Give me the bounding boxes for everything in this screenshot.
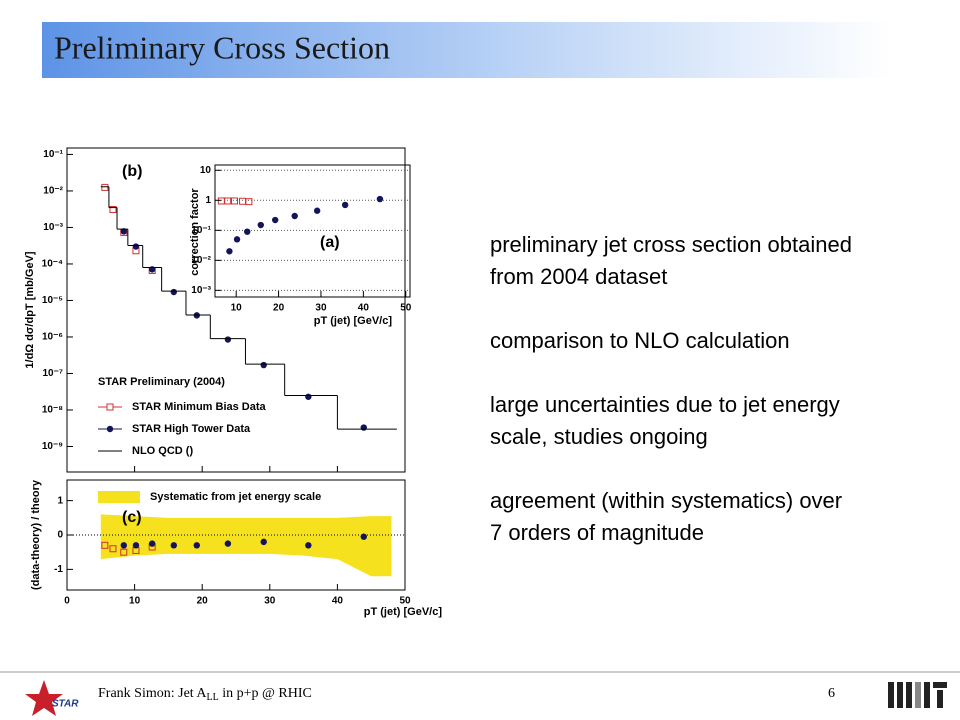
legend-marker — [106, 403, 114, 411]
x-tick-label: 10 — [129, 596, 141, 607]
bullet-line: large uncertainties due to jet energy — [490, 392, 840, 417]
data-point — [260, 538, 267, 546]
data-point — [101, 541, 109, 549]
systematic-band — [100, 514, 392, 577]
data-point — [226, 248, 233, 255]
data-point — [271, 216, 279, 224]
legend-label: NLO QCD () — [132, 445, 193, 457]
y-axis-label: (data-theory) / theory — [30, 479, 42, 590]
x-tick-label: 0 — [64, 596, 70, 607]
y-tick-label: 10⁻⁹ — [42, 441, 63, 452]
plot-frame — [214, 164, 411, 298]
bullet-line: from 2004 dataset — [490, 264, 667, 289]
y-tick-label: 10⁻⁸ — [42, 405, 63, 416]
bullet-line: preliminary jet cross section obtained — [490, 232, 852, 257]
bullet-line: comparison to NLO calculation — [490, 328, 790, 353]
legend-label: STAR High Tower Data — [132, 423, 251, 435]
y-tick-label: 10 — [200, 165, 212, 176]
data-point — [231, 197, 238, 205]
data-point — [376, 195, 384, 203]
y-axis-label: correction factor — [189, 188, 201, 276]
star-logo-text: STAR — [52, 699, 79, 710]
x-tick-label: 30 — [264, 596, 276, 607]
data-point — [120, 228, 127, 235]
x-tick-label: 40 — [358, 303, 370, 314]
data-point — [120, 542, 127, 549]
legend-title: STAR Preliminary (2004) — [98, 376, 225, 388]
x-tick-label: 50 — [400, 303, 412, 314]
y-tick-label: 10⁻² — [191, 255, 211, 266]
x-axis-label: pT (jet) [GeV/c] — [314, 315, 393, 327]
data-point — [305, 542, 312, 549]
data-point — [305, 393, 312, 400]
y-tick-label: 10⁻³ — [43, 222, 63, 233]
header-band — [42, 22, 892, 78]
y-tick-label: 0 — [57, 530, 63, 541]
y-tick-label: 10⁻³ — [191, 285, 211, 296]
x-tick-label: 40 — [332, 596, 344, 607]
data-point — [313, 207, 321, 214]
bullet-line: agreement (within systematics) over — [490, 488, 842, 513]
y-tick-label: 10⁻⁴ — [42, 259, 63, 270]
y-tick-label: 10⁻⁵ — [42, 295, 63, 306]
mit-logo — [888, 682, 947, 708]
legend-label: STAR Minimum Bias Data — [132, 401, 267, 413]
x-tick-label: 10 — [231, 303, 243, 314]
y-tick-label: 10⁻⁶ — [42, 332, 63, 343]
y-tick-label: 10⁻¹ — [43, 149, 63, 160]
x-tick-label: 50 — [399, 596, 411, 607]
panel-label: (b) — [122, 163, 142, 180]
x-tick-label: 20 — [197, 596, 209, 607]
legend-swatch — [98, 491, 140, 503]
bullet-line: scale, studies ongoing — [490, 424, 708, 449]
legend-marker — [106, 425, 114, 433]
data-point — [170, 288, 178, 296]
data-point — [170, 542, 178, 549]
y-tick-label: 10⁻¹ — [191, 225, 211, 236]
data-point — [257, 221, 264, 229]
data-point — [109, 206, 117, 214]
x-tick-label: 30 — [315, 303, 327, 314]
y-tick-label: 10⁻⁷ — [42, 368, 63, 379]
data-point — [260, 361, 267, 369]
data-point — [132, 243, 140, 250]
y-tick-label: -1 — [54, 564, 63, 575]
panel-label: (a) — [320, 234, 340, 251]
data-point — [341, 201, 349, 209]
footer-part: in p+p @ RHIC — [219, 686, 312, 701]
y-tick-label: 10⁻² — [43, 186, 63, 197]
footer-text: Frank Simon: Jet ALL in p+p @ RHIC — [98, 686, 312, 703]
slide-title: Preliminary Cross Section — [54, 29, 390, 65]
y-axis-label: 1/dΩ dσ/dpT [mb/GeV] — [24, 251, 36, 369]
data-point — [120, 548, 128, 556]
footer-part: LL — [207, 692, 219, 703]
plot-frame — [66, 147, 406, 473]
x-axis-label: pT (jet) [GeV/c] — [364, 606, 443, 618]
data-point — [244, 228, 251, 235]
footer-part: Frank Simon: Jet A — [98, 686, 207, 701]
bullet-line: 7 orders of magnitude — [490, 520, 704, 545]
x-tick-label: 20 — [273, 303, 285, 314]
legend-label: Systematic from jet energy scale — [150, 491, 321, 503]
y-tick-label: 1 — [205, 195, 211, 206]
panel-label: (c) — [122, 509, 142, 526]
data-point — [224, 336, 232, 343]
data-point — [101, 183, 109, 191]
data-point — [291, 212, 298, 220]
page-number: 6 — [828, 686, 835, 701]
y-tick-label: 1 — [57, 495, 63, 506]
data-point — [224, 197, 232, 205]
data-point — [148, 540, 156, 547]
data-point — [360, 533, 367, 540]
data-point — [245, 198, 253, 206]
data-point — [193, 542, 200, 549]
data-point — [360, 424, 367, 431]
data-point — [224, 540, 232, 547]
data-point — [109, 545, 117, 553]
star-logo — [25, 680, 63, 716]
data-point — [233, 236, 241, 243]
data-point — [132, 542, 140, 549]
